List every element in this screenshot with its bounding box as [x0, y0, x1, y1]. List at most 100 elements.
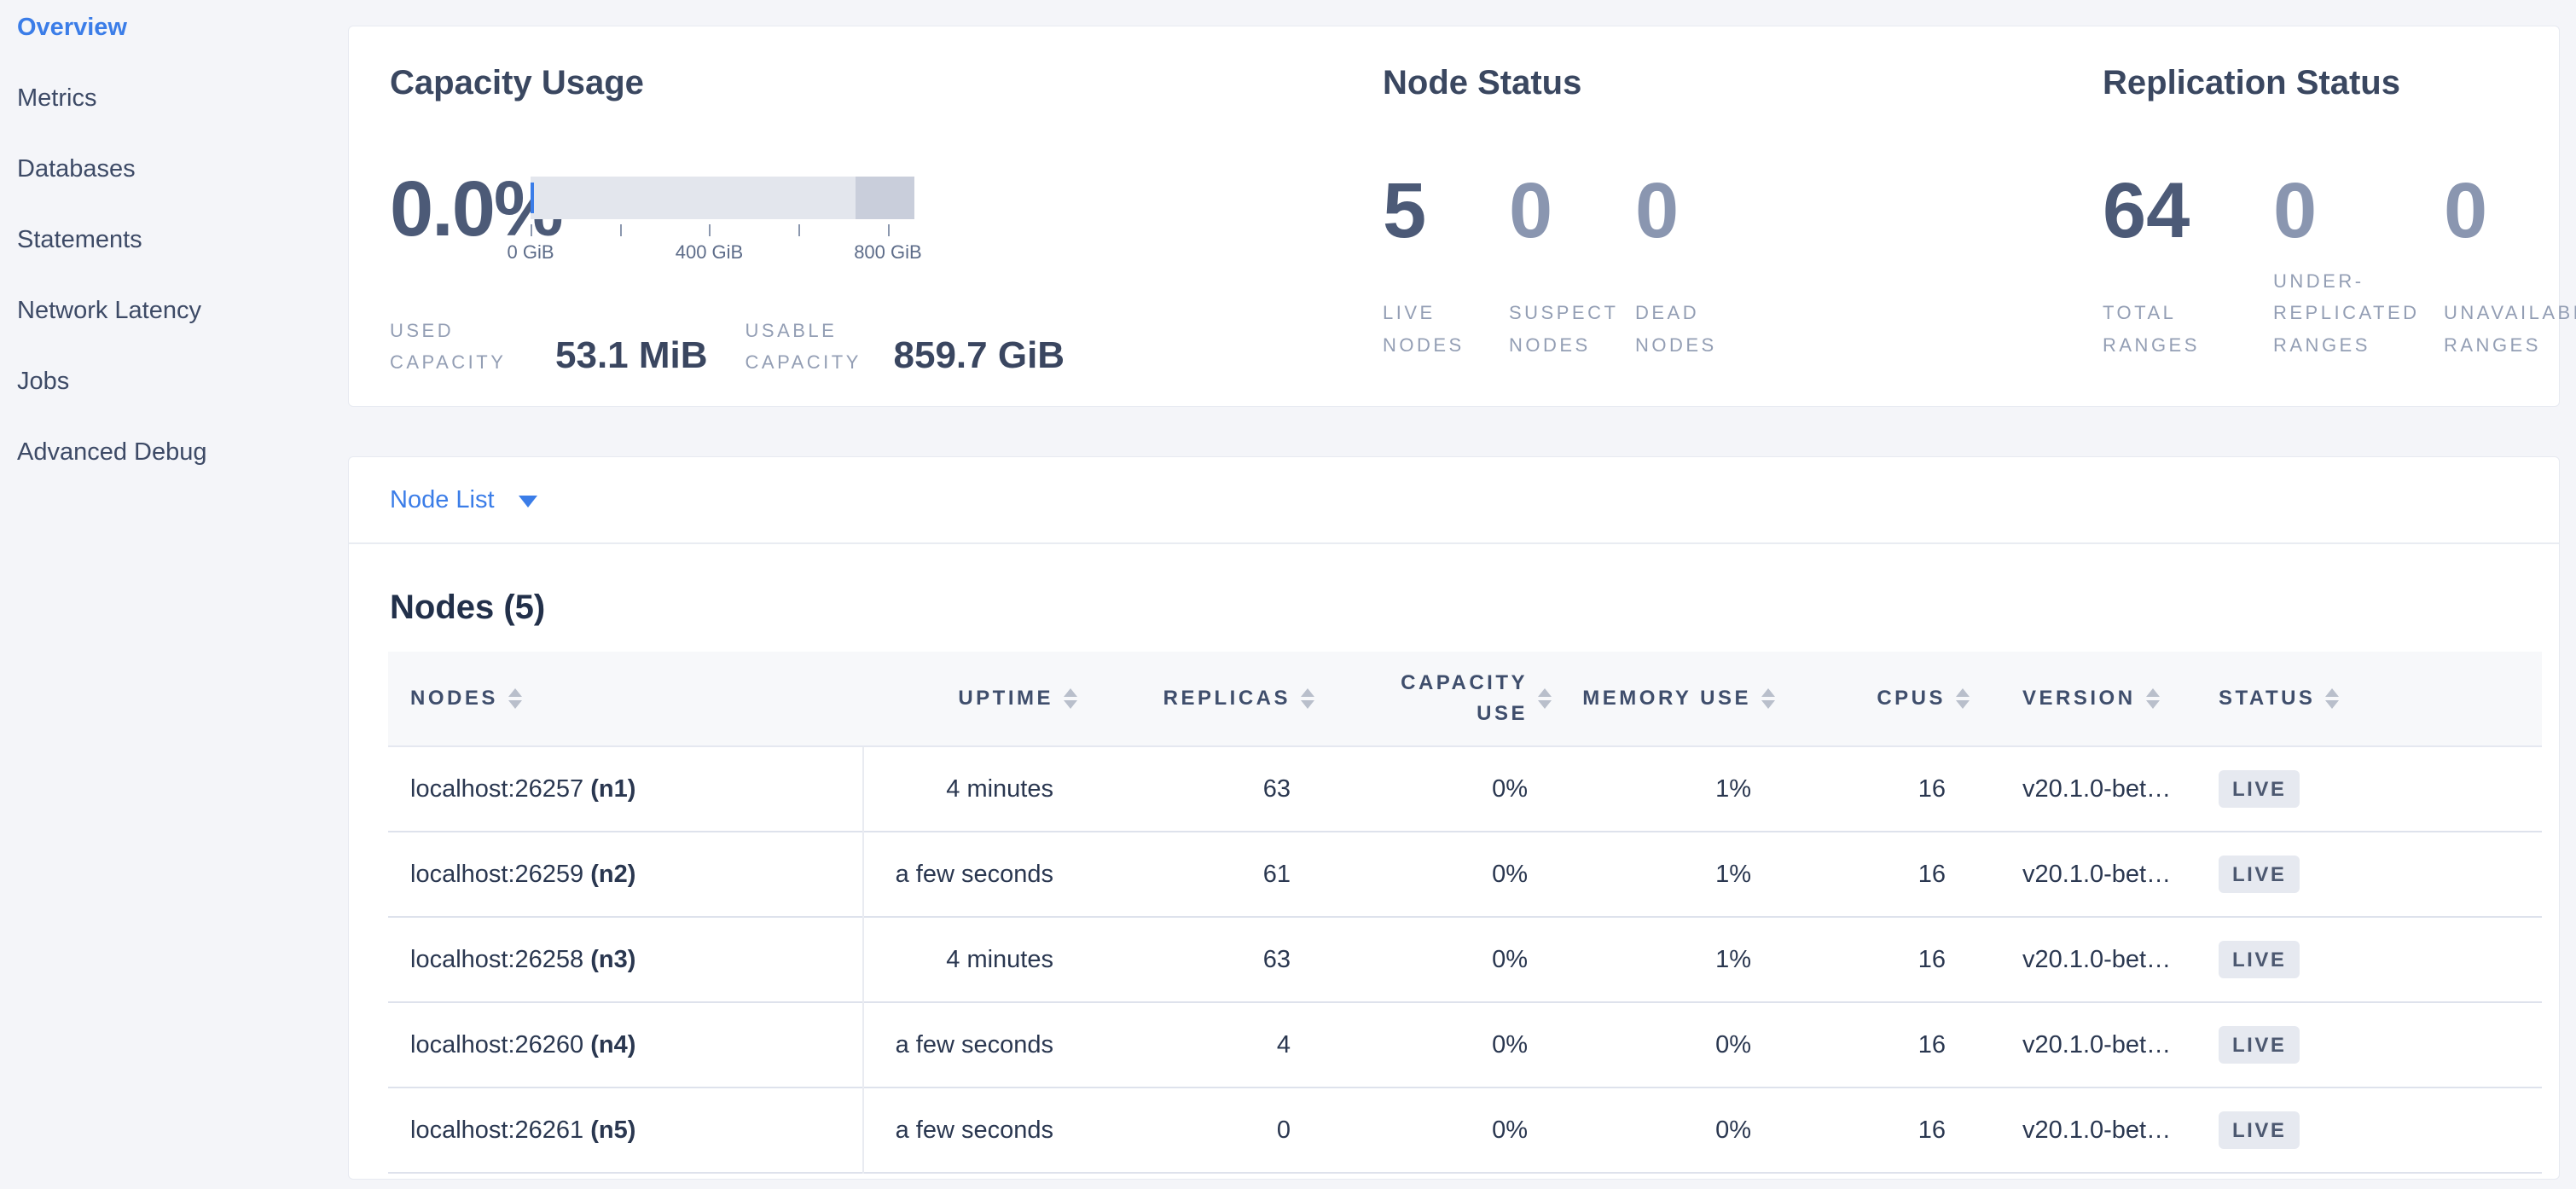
stat-value: 0 [1635, 167, 1680, 254]
sidebar-item-advanced-debug[interactable]: Advanced Debug [17, 438, 207, 466]
stat-value: 0 [1509, 167, 1553, 254]
cell-status: LIVE [2184, 856, 2406, 893]
cell-version: v20.1.0-bet… [2022, 860, 2172, 888]
cell-version: v20.1.0-bet… [2022, 774, 2172, 803]
axis-tick [709, 224, 711, 236]
column-label: CAPACITY USE [1401, 671, 1528, 725]
status-badge: LIVE [2219, 1111, 2300, 1149]
under-replicated-ranges-stat: 0 UNDER-REPLICATED RANGES [2273, 171, 2444, 361]
column-header-capacity-use[interactable]: CAPACITY USE [1325, 668, 1562, 729]
node-status-title: Node Status [1383, 64, 1582, 102]
cell-cpus: 16 [1917, 1116, 1946, 1144]
cell-node-address: localhost:26258 (n3) [388, 946, 862, 974]
column-label: CPUS [1877, 687, 1946, 710]
nodes-table: NODES UPTIME REPLICAS CAPACITY USE MEMOR… [388, 652, 2542, 1174]
table-row-node-1[interactable]: localhost:26257 (n1) 4 minutes 63 0% 1% … [388, 747, 2542, 832]
cell-memory-use: 1% [1715, 860, 1751, 888]
node-address: localhost:26257 [410, 774, 584, 803]
sort-up-arrow-icon [1538, 688, 1552, 697]
sort-up-arrow-icon [1064, 688, 1077, 697]
cell-replicas: 4 [1276, 1030, 1291, 1058]
cell-capacity-use: 0% [1492, 860, 1528, 888]
cell-capacity-use: 0% [1492, 945, 1528, 973]
sort-down-arrow-icon [2325, 700, 2340, 709]
sort-up-arrow-icon [508, 688, 522, 697]
sort-icon [1956, 688, 1970, 709]
sidebar-item-network-latency[interactable]: Network Latency [17, 297, 201, 324]
stat-value: 5 [1383, 167, 1427, 254]
column-header-replicas[interactable]: REPLICAS [1088, 683, 1325, 714]
sort-down-arrow-icon [508, 700, 522, 709]
cluster-summary-card: Capacity Usage 0.0% 0 GiB 400 GiB 8 [348, 26, 2576, 407]
sort-icon [1301, 688, 1314, 709]
sort-icon [2145, 688, 2160, 709]
node-id: (n1) [590, 774, 636, 803]
cell-cpus: 16 [1917, 945, 1946, 973]
cell-cpus: 16 [1917, 774, 1946, 803]
sidebar-item-metrics[interactable]: Metrics [17, 84, 97, 112]
cell-version: v20.1.0-bet… [2022, 1030, 2172, 1058]
sort-up-arrow-icon [1761, 688, 1775, 697]
node-status-stats: 5 LIVE NODES 0 SUSPECT NODES 0 DEAD NODE… [1383, 171, 1761, 361]
axis-tick [887, 224, 890, 236]
sort-down-arrow-icon [1064, 700, 1077, 709]
stat-label: UNAVAILABLE RANGES [2444, 302, 2576, 356]
capacity-axis-labels: 0 GiB 400 GiB 800 GiB [507, 241, 921, 267]
replication-status-title: Replication Status [2103, 64, 2400, 102]
column-header-version[interactable]: VERSION [1980, 683, 2184, 714]
column-label: MEMORY USE [1582, 687, 1751, 710]
sidebar-item-overview[interactable]: Overview [17, 14, 127, 41]
sort-down-arrow-icon [1538, 700, 1552, 709]
sort-up-arrow-icon [1956, 688, 1970, 697]
table-row-node-3[interactable]: localhost:26258 (n3) 4 minutes 63 0% 1% … [388, 918, 2542, 1003]
column-header-cpus[interactable]: CPUS [1785, 683, 1980, 714]
cell-node-address: localhost:26259 (n2) [388, 861, 862, 889]
sort-down-arrow-icon [2145, 700, 2160, 709]
table-row-node-4[interactable]: localhost:26260 (n4) a few seconds 4 0% … [388, 1003, 2542, 1088]
status-badge: LIVE [2219, 856, 2300, 893]
stat-label: LIVE NODES [1383, 302, 1465, 356]
view-switcher-label: Node List [390, 485, 495, 513]
status-badge: LIVE [2219, 770, 2300, 808]
cell-replicas: 63 [1262, 945, 1291, 973]
stat-label: DEAD NODES [1635, 302, 1717, 356]
sidebar-item-databases[interactable]: Databases [17, 155, 136, 183]
capacity-bar-chart: 0 GiB 400 GiB 800 GiB [507, 177, 922, 267]
node-id: (n2) [590, 860, 636, 888]
node-id: (n5) [590, 1116, 636, 1144]
node-list-card: Node List Nodes (5) NODES UPTIME REPLICA… [348, 456, 2560, 1180]
node-address: localhost:26259 [410, 860, 584, 888]
usable-capacity-value: 859.7 GiB [893, 334, 1065, 377]
cell-capacity-use: 0% [1492, 1030, 1528, 1058]
sidebar-item-jobs[interactable]: Jobs [17, 368, 70, 395]
column-header-memory-use[interactable]: MEMORY USE [1562, 683, 1785, 714]
live-nodes-stat: 5 LIVE NODES [1383, 171, 1509, 361]
view-switcher-dropdown[interactable]: Node List [349, 457, 2559, 544]
table-row-node-2[interactable]: localhost:26259 (n2) a few seconds 61 0%… [388, 832, 2542, 918]
cell-version: v20.1.0-bet… [2022, 1116, 2172, 1144]
capacity-used-marker [531, 183, 534, 213]
stat-label: UNDER-REPLICATED RANGES [2273, 270, 2420, 356]
cell-memory-use: 0% [1715, 1116, 1751, 1144]
axis-label: 0 GiB [507, 241, 554, 263]
used-capacity-value: 53.1 MiB [555, 334, 708, 377]
column-label: UPTIME [958, 687, 1053, 710]
capacity-bar [531, 177, 914, 219]
status-badge: LIVE [2219, 941, 2300, 978]
cell-uptime: a few seconds [895, 860, 1053, 888]
column-header-status[interactable]: STATUS [2184, 683, 2406, 714]
cell-status: LIVE [2184, 1111, 2406, 1149]
sidebar: Overview Metrics Databases Statements Ne… [0, 0, 348, 1189]
node-id: (n3) [590, 945, 636, 973]
sort-icon [1064, 688, 1077, 709]
table-row-node-5[interactable]: localhost:26261 (n5) a few seconds 0 0% … [388, 1088, 2542, 1174]
sidebar-item-statements[interactable]: Statements [17, 226, 142, 253]
replication-stats: 64 TOTAL RANGES 0 UNDER-REPLICATED RANGE… [2103, 171, 2576, 361]
total-ranges-stat: 64 TOTAL RANGES [2103, 171, 2273, 361]
cell-version: v20.1.0-bet… [2022, 945, 2172, 973]
cell-node-address: localhost:26257 (n1) [388, 775, 862, 803]
nodes-table-body: localhost:26257 (n1) 4 minutes 63 0% 1% … [388, 747, 2542, 1174]
column-header-uptime[interactable]: UPTIME [862, 683, 1088, 714]
column-header-nodes[interactable]: NODES [388, 683, 862, 714]
